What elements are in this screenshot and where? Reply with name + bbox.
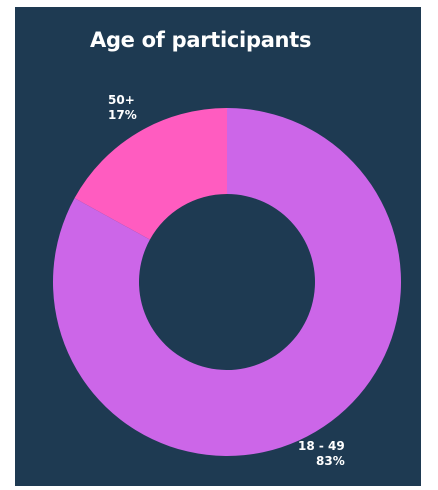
slice-label-18-49: 18 - 49 83% (298, 439, 345, 469)
slice-value-50-plus: 17% (108, 108, 137, 122)
chart-panel: Age of participants 50+ 17% 18 - 49 83% (15, 7, 421, 486)
donut-chart (53, 108, 402, 456)
donut-slice-50 (74, 108, 227, 240)
chart-title: Age of participants (90, 28, 312, 52)
slice-value-18-49: 83% (316, 454, 345, 468)
slice-category-50-plus: 50+ (108, 93, 135, 107)
slice-label-50-plus: 50+ 17% (108, 93, 137, 123)
donut-slice-18-49 (53, 108, 402, 456)
slice-category-18-49: 18 - 49 (298, 439, 345, 453)
